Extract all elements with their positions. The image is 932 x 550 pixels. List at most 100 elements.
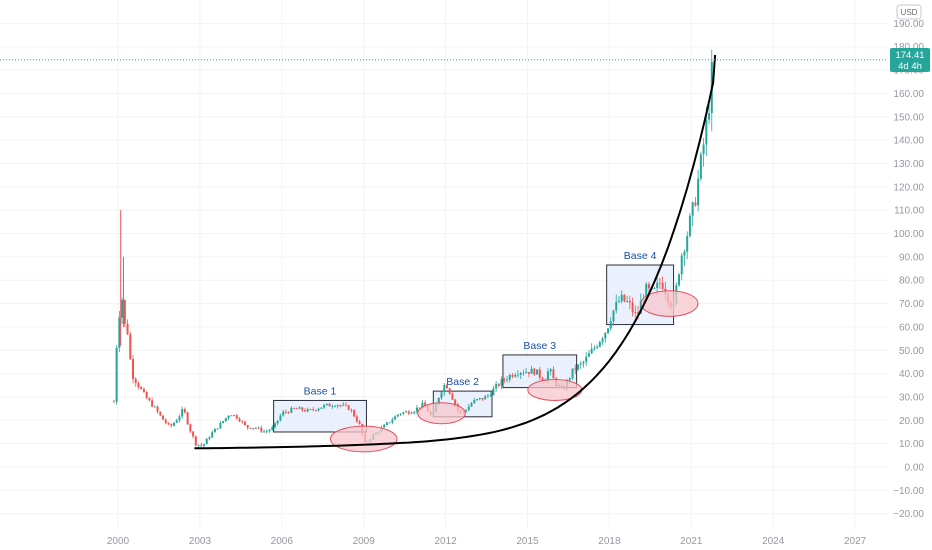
candle-body <box>331 406 334 408</box>
candle-body <box>623 294 626 302</box>
candle-body <box>148 398 151 401</box>
candle-body <box>394 416 397 420</box>
candle-body <box>325 403 328 405</box>
candle-body <box>233 415 236 416</box>
candle-body <box>628 301 631 303</box>
time-axis[interactable]: 2000 2003 2006 2009 2012 2015 2018 2021 2024 2027 <box>107 536 867 547</box>
candle-body <box>284 411 287 413</box>
candle-body <box>246 425 249 428</box>
candle-body <box>626 301 629 302</box>
candle-body <box>301 407 304 411</box>
candle-body <box>273 423 276 428</box>
candle-body <box>347 405 350 410</box>
candle-body <box>175 420 178 423</box>
price-tick-label: 20.00 <box>899 416 924 427</box>
price-tick-label: 110.00 <box>894 206 924 217</box>
candle-body <box>653 288 656 289</box>
candle-body <box>601 338 604 342</box>
candle-body <box>172 422 175 426</box>
candle-body <box>604 332 607 339</box>
candle-body <box>541 377 544 382</box>
candle-body <box>192 431 195 437</box>
candle-body <box>702 144 705 155</box>
candle-body <box>481 398 484 400</box>
candle-body <box>181 409 184 417</box>
candle-body <box>568 378 571 381</box>
candle-body <box>342 404 345 406</box>
candlestick-series <box>112 49 713 448</box>
candle-body <box>596 346 599 348</box>
candle-body <box>293 408 296 409</box>
candle-body <box>391 419 394 423</box>
price-tick-label: 10.00 <box>899 439 924 450</box>
candle-body <box>467 406 470 411</box>
candle-body <box>413 411 416 414</box>
base-boxes: Base 1 Base 2 Base 3 Base 4 <box>273 250 675 433</box>
candle-body <box>339 405 342 406</box>
price-tick-label: 160.00 <box>893 89 924 100</box>
candle-body <box>224 418 227 422</box>
candle-body <box>699 154 702 179</box>
candle-body <box>295 408 298 410</box>
candle-body <box>115 347 118 402</box>
candle-body <box>585 356 588 362</box>
candle-body <box>287 412 290 413</box>
candle-body <box>263 431 266 433</box>
candle-body <box>159 411 162 416</box>
price-axis[interactable]: 190.00180.00170.00160.00150.00140.00130.… <box>893 19 924 520</box>
candle-body <box>607 328 610 333</box>
last-price-value: 174.41 <box>895 50 924 61</box>
candle-body <box>344 404 347 406</box>
candle-body <box>355 416 358 422</box>
candle-body <box>582 361 585 364</box>
candle-body <box>208 437 211 439</box>
price-tick-label: 130.00 <box>893 159 924 170</box>
candle-body <box>500 379 503 386</box>
candle-body <box>620 294 623 302</box>
candle-body <box>516 374 519 376</box>
candle-body <box>164 419 167 423</box>
base-label: Base 2 <box>446 376 479 388</box>
candle-body <box>306 409 309 412</box>
candle-body <box>260 427 263 432</box>
candle-body <box>323 404 326 408</box>
candle-body <box>328 403 331 407</box>
candle-body <box>424 402 427 406</box>
candle-body <box>200 444 203 446</box>
time-tick-label: 2015 <box>516 536 539 547</box>
candle-body <box>470 403 473 407</box>
candle-body <box>194 436 197 446</box>
candle-body <box>647 284 650 289</box>
candle-body <box>415 407 418 412</box>
candle-body <box>615 301 618 311</box>
candle-body <box>506 379 509 381</box>
candle-body <box>385 422 388 425</box>
candle-body <box>186 412 189 425</box>
price-tick-label: 30.00 <box>899 392 924 403</box>
candle-body <box>587 353 590 357</box>
currency-label: USD <box>901 8 918 17</box>
candle-body <box>492 388 495 396</box>
candle-body <box>276 420 279 424</box>
candle-body <box>279 415 282 421</box>
candle-body <box>574 368 577 370</box>
candle-body <box>402 412 405 414</box>
candle-body <box>571 368 574 379</box>
candle-body <box>475 399 478 400</box>
candle-body <box>658 282 661 284</box>
candle-body <box>639 301 642 315</box>
price-tick-label: 180.00 <box>893 42 924 53</box>
currency-badge[interactable]: USD <box>896 4 922 20</box>
price-tick-label: 40.00 <box>899 369 924 380</box>
candle-body <box>617 301 620 302</box>
candle-body <box>634 312 637 313</box>
candle-body <box>533 368 536 375</box>
last-price-countdown: 4d 4h <box>898 61 922 72</box>
candle-body <box>705 119 708 145</box>
base-label: Base 4 <box>624 250 657 262</box>
candle-body <box>334 406 337 408</box>
time-tick-label: 2009 <box>353 536 376 547</box>
candle-body <box>336 405 339 407</box>
candle-body <box>579 363 582 365</box>
